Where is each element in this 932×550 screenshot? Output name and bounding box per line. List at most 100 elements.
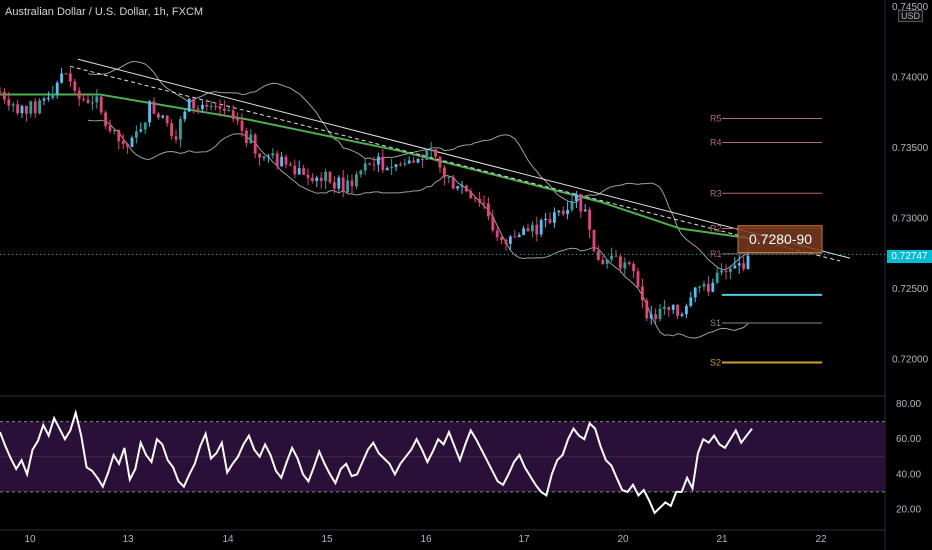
- candle-body: [636, 271, 640, 287]
- candle-body: [337, 177, 341, 189]
- candle-body: [377, 156, 380, 165]
- candle-body: [82, 98, 85, 100]
- candle-body: [597, 250, 600, 260]
- candle-body: [139, 129, 143, 132]
- candle-body: [293, 165, 297, 175]
- candle-body: [47, 97, 50, 99]
- chart-title: Australian Dollar / U.S. Dollar, 1h, FXC…: [5, 6, 204, 18]
- candle-body: [583, 209, 587, 212]
- candle-body: [297, 168, 301, 175]
- candle-body: [680, 314, 684, 316]
- candle-body: [249, 134, 253, 143]
- candle-body: [676, 305, 679, 316]
- candle-body: [51, 93, 55, 98]
- currency-badge[interactable]: USD: [898, 10, 924, 22]
- candle-body: [121, 141, 125, 145]
- candle-body: [601, 259, 605, 265]
- candle-body: [126, 144, 129, 147]
- candle-body: [627, 262, 631, 265]
- candle-body: [460, 185, 464, 187]
- candle-body: [91, 102, 94, 104]
- candle-body: [451, 176, 455, 189]
- price-tick: 0.73000: [892, 214, 929, 225]
- candle-body: [284, 156, 288, 165]
- dashed-trendline: [69, 65, 841, 262]
- candle-body: [130, 137, 134, 147]
- rsi-tick: 40.00: [896, 469, 921, 480]
- candle-body: [724, 270, 728, 272]
- candle-body: [179, 119, 182, 140]
- price-tick: 0.74000: [892, 73, 929, 84]
- candle-body: [267, 155, 270, 157]
- ma-line: [0, 93, 751, 240]
- candle-body: [425, 150, 429, 160]
- candle-body: [619, 256, 622, 269]
- time-tick: 16: [420, 534, 432, 545]
- pivot-label-s2: S2: [710, 358, 721, 368]
- candles: [0, 67, 750, 325]
- candle-body: [570, 200, 574, 211]
- candle-body: [192, 98, 195, 109]
- candle-body: [29, 101, 33, 114]
- candle-body: [509, 236, 512, 244]
- candle-body: [346, 180, 349, 193]
- rsi-axis: 80.00 60.00 40.00 20.00: [896, 399, 921, 515]
- candle-body: [588, 209, 591, 230]
- candle-body: [11, 104, 15, 106]
- candle-body: [737, 263, 741, 266]
- candle-body: [407, 160, 411, 164]
- candle-body: [526, 228, 530, 232]
- candle-body: [165, 115, 169, 124]
- candle-body: [135, 131, 138, 138]
- candle-body: [7, 99, 11, 106]
- candle-body: [548, 218, 552, 223]
- price-axis: 0.74500 0.74000 0.73500 0.73000 0.72500 0.720…: [892, 2, 929, 366]
- candle-body: [289, 164, 292, 166]
- candle-body: [487, 203, 490, 217]
- candle-body: [641, 286, 644, 301]
- candle-body: [311, 177, 314, 181]
- candle-body: [557, 210, 561, 213]
- candle-body: [350, 180, 354, 187]
- candle-body: [478, 198, 481, 203]
- candle-body: [689, 297, 693, 306]
- candle-body: [434, 149, 437, 157]
- candle-body: [205, 104, 209, 107]
- moving-average: [0, 93, 751, 240]
- resistance-zone-box: [737, 225, 823, 254]
- trendline: [77, 58, 851, 259]
- candle-body: [579, 194, 583, 212]
- candle-body: [561, 210, 565, 215]
- candle-body: [152, 101, 156, 114]
- candle-body: [3, 91, 6, 100]
- candle-body: [715, 272, 719, 283]
- candle-body: [262, 156, 266, 158]
- candle-body: [275, 153, 279, 167]
- candle-body: [55, 82, 59, 94]
- candle-body: [161, 115, 165, 118]
- candle-body: [698, 286, 701, 288]
- candle-body: [610, 255, 613, 260]
- candle-body: [632, 264, 635, 272]
- candle-body: [117, 130, 121, 142]
- candle-body: [113, 130, 116, 132]
- candle-body: [258, 153, 261, 158]
- upper-band: [87, 61, 749, 271]
- candle-body: [231, 110, 235, 120]
- candle-body: [720, 270, 723, 273]
- candle-body: [663, 306, 666, 309]
- candle-body: [394, 164, 398, 168]
- candle-body: [148, 101, 151, 123]
- pivot-label-r2: R2: [710, 224, 722, 234]
- candle-body: [544, 218, 547, 221]
- candle-body: [170, 123, 173, 137]
- candle-body: [280, 156, 283, 167]
- pivot-label-s1: S1: [710, 318, 721, 328]
- candle-body: [227, 110, 231, 112]
- candle-body: [416, 158, 420, 163]
- candle-body: [20, 105, 24, 114]
- candle-body: [16, 104, 19, 114]
- candle-body: [385, 168, 389, 171]
- candle-body: [553, 212, 556, 223]
